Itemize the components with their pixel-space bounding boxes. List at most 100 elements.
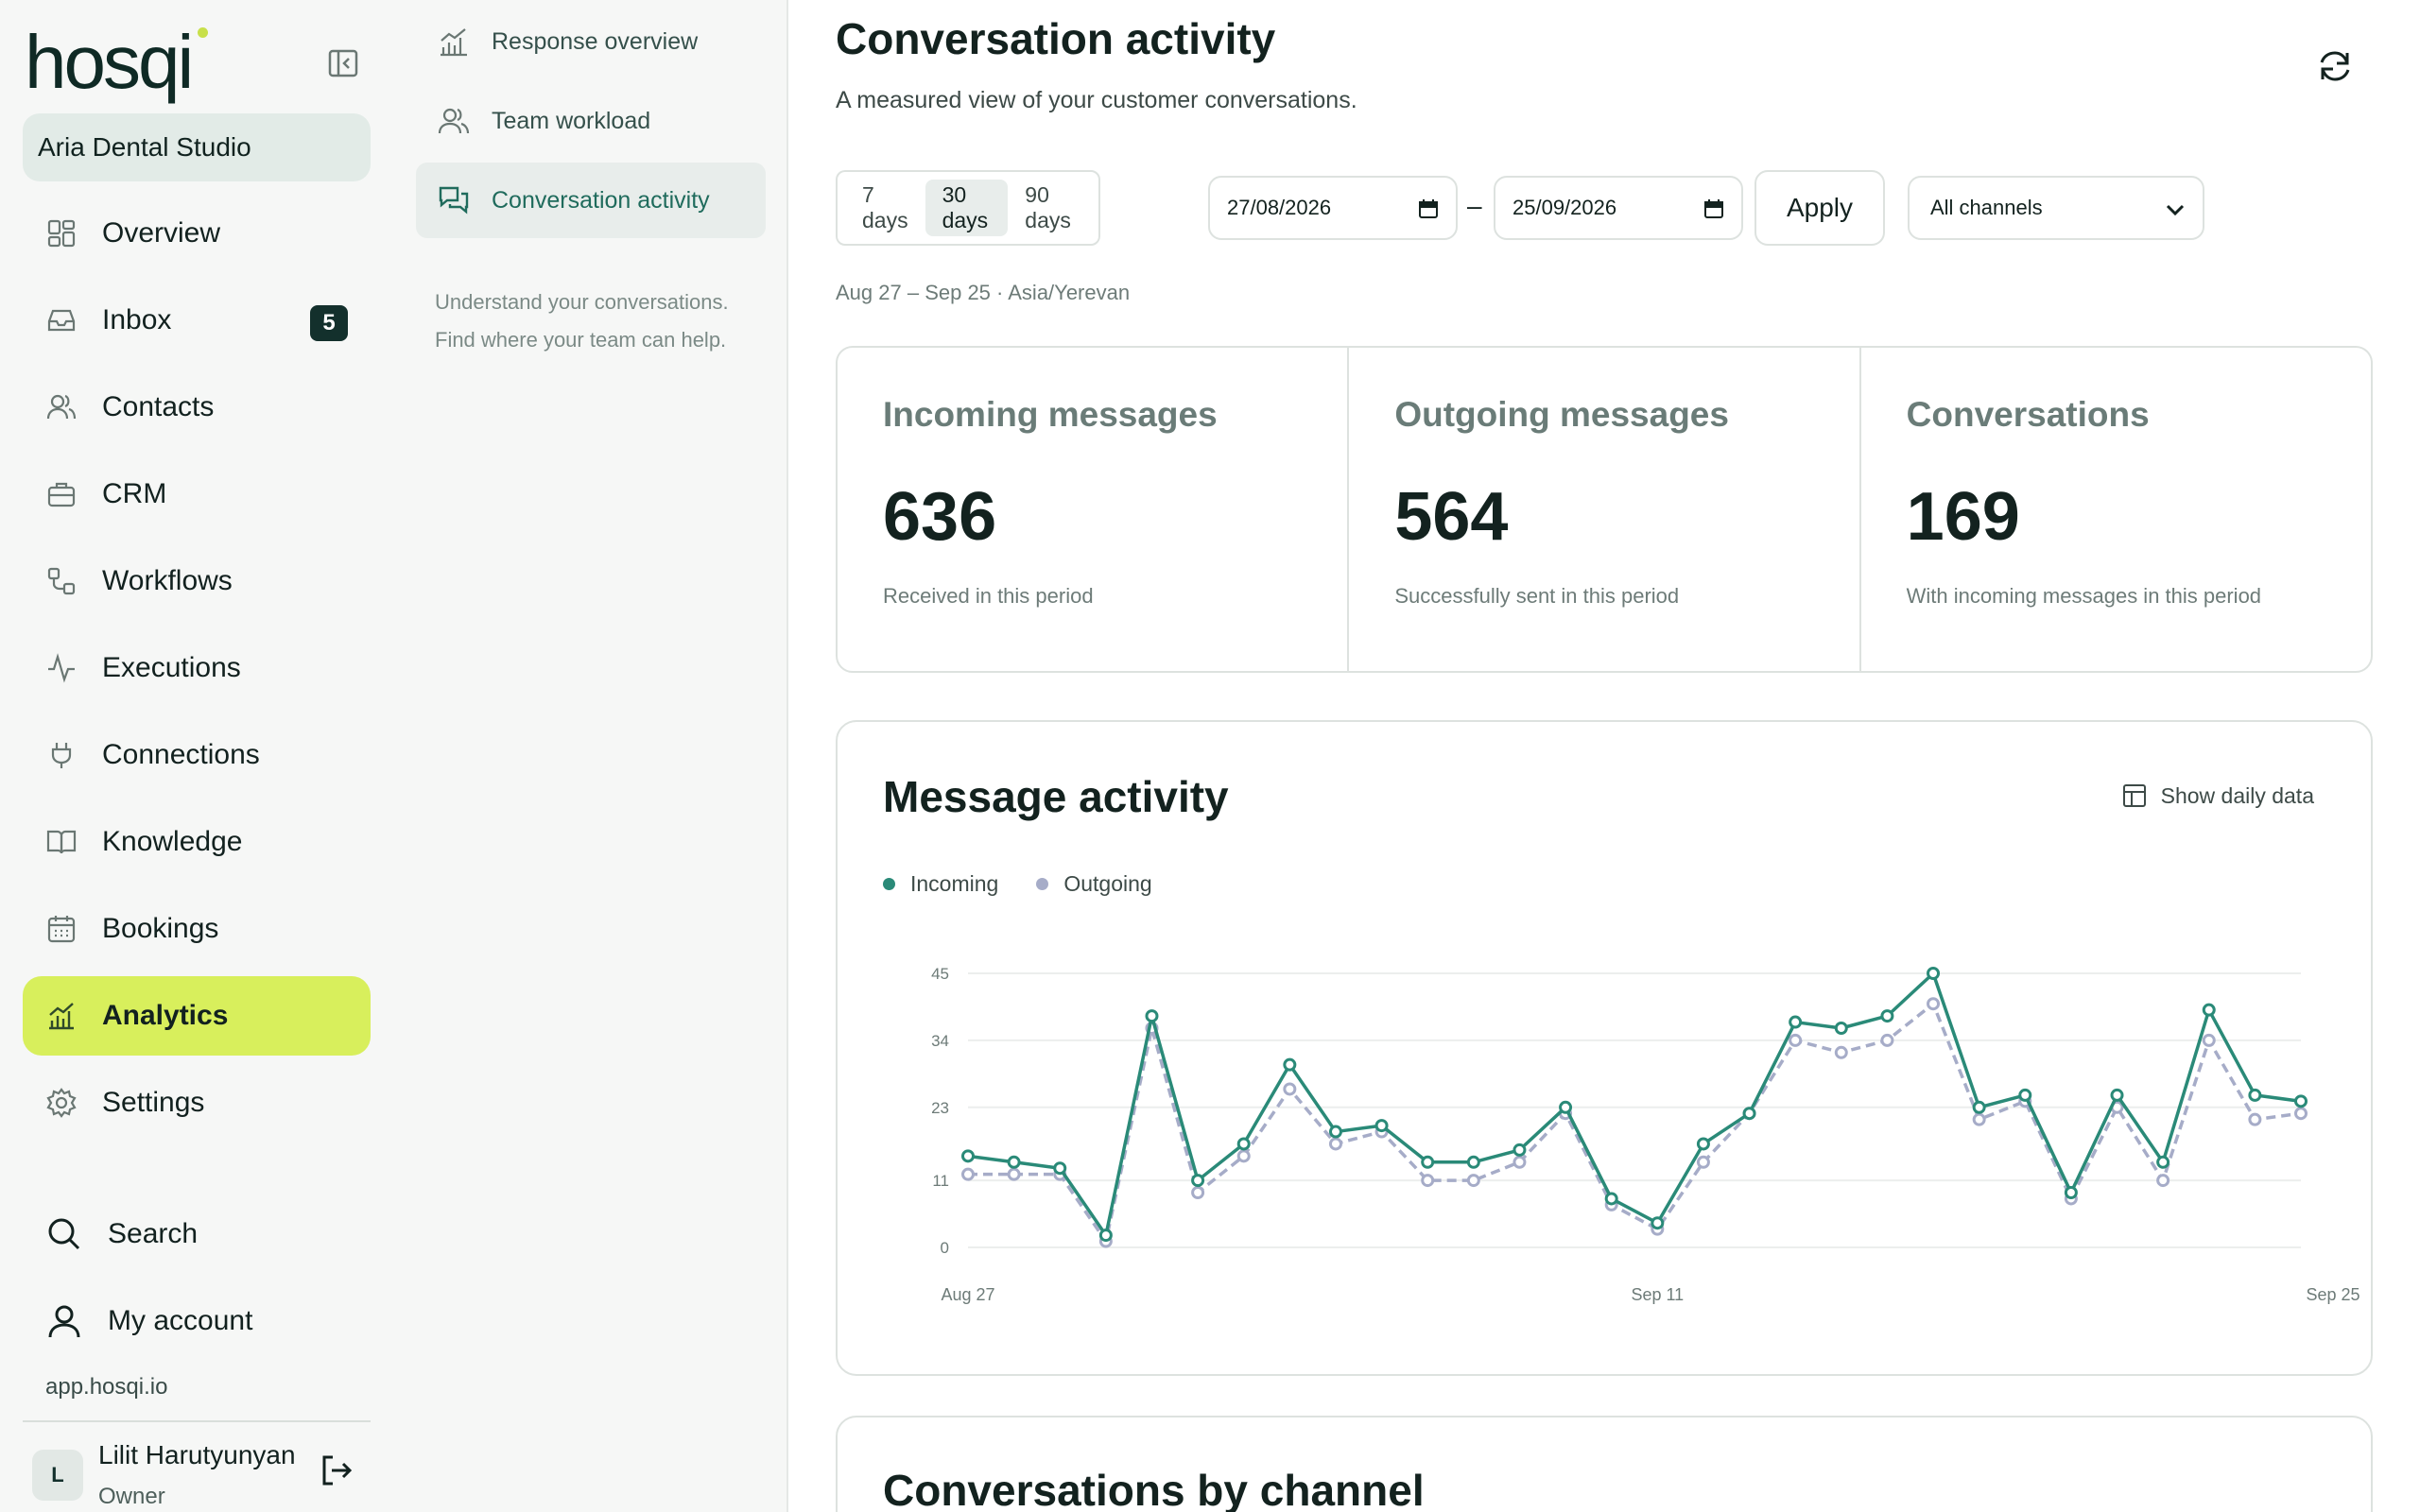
- conversations-by-channel-card: Conversations by channel: [836, 1416, 2373, 1512]
- data-point-incoming: [1696, 1137, 1710, 1151]
- section-title: Conversations by channel: [883, 1466, 1425, 1512]
- analytics-icon: [45, 1000, 78, 1032]
- date-from-value: 27/08/2026: [1227, 196, 1332, 219]
- data-point-outgoing: [1789, 1033, 1803, 1047]
- data-point-incoming: [1742, 1107, 1756, 1121]
- avatar[interactable]: L: [32, 1450, 83, 1501]
- nav-label: Analytics: [102, 1000, 229, 1031]
- users-icon: [437, 104, 471, 138]
- nav-item-executions[interactable]: Executions: [23, 628, 371, 708]
- nav-label: Connections: [102, 739, 260, 770]
- range-7-days[interactable]: 7 days: [862, 182, 908, 232]
- data-point-incoming: [1374, 1119, 1389, 1133]
- search-icon: [45, 1215, 83, 1253]
- table-icon: [2121, 782, 2148, 809]
- date-to-input[interactable]: 25/09/2026: [1494, 176, 1743, 240]
- legend-item-incoming[interactable]: Incoming: [883, 871, 998, 897]
- legend-item-outgoing[interactable]: Outgoing: [1036, 871, 1152, 897]
- date-from-input[interactable]: 27/08/2026: [1208, 176, 1458, 240]
- chart-legend: Incoming Outgoing: [883, 871, 1190, 897]
- search-label: Search: [108, 1218, 199, 1249]
- data-point-incoming: [1053, 1161, 1067, 1176]
- plug-icon: [45, 739, 78, 771]
- legend-label: Incoming: [910, 871, 999, 896]
- stat-caption: With incoming messages in this period: [1906, 584, 2262, 608]
- data-point-incoming: [1972, 1100, 1986, 1114]
- range-90-days[interactable]: 90 days: [1025, 182, 1071, 232]
- grid-icon: [45, 217, 78, 249]
- show-daily-label: Show daily data: [2160, 782, 2314, 808]
- show-daily-data-button[interactable]: Show daily data: [2121, 782, 2314, 809]
- my-account-button[interactable]: My account: [23, 1285, 371, 1357]
- range-30-days[interactable]: 30 days: [925, 180, 1009, 236]
- x-tick-label: Aug 27: [941, 1285, 994, 1304]
- legend-dot: [1036, 878, 1049, 890]
- nav-item-connections[interactable]: Connections: [23, 715, 371, 795]
- main-content: Conversation activity A measured view of…: [790, 0, 2420, 1512]
- nav-label: Overview: [102, 217, 221, 249]
- collapse-sidebar-icon[interactable]: [327, 49, 359, 77]
- data-point-incoming: [1789, 1015, 1803, 1029]
- nav-item-inbox[interactable]: Inbox 5: [23, 281, 371, 360]
- x-tick-label: Sep 11: [1631, 1285, 1684, 1304]
- page-subtitle: A measured view of your customer convers…: [836, 87, 1357, 113]
- y-tick-label: 0: [941, 1239, 949, 1257]
- logout-icon[interactable]: [318, 1452, 355, 1489]
- nav-label: Bookings: [102, 913, 219, 944]
- x-tick-label: Sep 25: [2306, 1285, 2360, 1304]
- series-line-incoming: [967, 971, 2302, 1237]
- data-point-outgoing: [1191, 1186, 1205, 1199]
- nav-item-overview[interactable]: Overview: [23, 194, 371, 273]
- nav-item-contacts[interactable]: Contacts: [23, 368, 371, 447]
- nav-item-bookings[interactable]: Bookings: [23, 889, 371, 969]
- legend-dot: [883, 878, 895, 890]
- data-point-incoming: [2018, 1088, 2032, 1102]
- data-point-incoming: [1236, 1137, 1251, 1151]
- chart-title: Message activity: [883, 772, 1229, 821]
- data-point-incoming: [1651, 1216, 1665, 1230]
- data-point-incoming: [2248, 1088, 2262, 1102]
- y-tick-label: 34: [931, 1032, 949, 1050]
- data-point-outgoing: [1972, 1112, 1986, 1126]
- nav-item-analytics[interactable]: Analytics: [23, 976, 371, 1056]
- book-icon: [45, 826, 78, 858]
- data-point-incoming: [1007, 1155, 1021, 1169]
- inbox-icon: [45, 304, 78, 336]
- stats-row: Incoming messages 636 Received in this p…: [836, 346, 2373, 673]
- chevron-down-icon: [2165, 200, 2186, 219]
- analytics-subnav: Response overview Team workload Conversa…: [393, 0, 788, 1512]
- stat-title: Incoming messages: [883, 395, 1218, 434]
- data-point-outgoing: [2202, 1033, 2216, 1047]
- nav-label: Settings: [102, 1087, 205, 1118]
- data-point-incoming: [2294, 1094, 2308, 1108]
- stat-card-conversations: Conversations 169 With incoming messages…: [1861, 348, 2371, 671]
- apply-button[interactable]: Apply: [1754, 170, 1885, 246]
- data-point-outgoing: [2248, 1112, 2262, 1126]
- nav-item-settings[interactable]: Settings: [23, 1063, 371, 1143]
- data-point-incoming: [2064, 1186, 2078, 1199]
- org-switcher[interactable]: Aria Dental Studio: [23, 113, 371, 181]
- data-point-incoming: [961, 1149, 975, 1163]
- subnav-description: Understand your conversations. Find wher…: [435, 290, 729, 352]
- nav-label: Contacts: [102, 391, 215, 422]
- nav-item-knowledge[interactable]: Knowledge: [23, 802, 371, 882]
- subnav-label: Response overview: [492, 27, 699, 55]
- date-separator: –: [1467, 191, 1482, 220]
- calendar-icon: [1418, 198, 1439, 219]
- nav-label: Executions: [102, 652, 241, 683]
- search-button[interactable]: Search: [23, 1198, 371, 1270]
- channel-select[interactable]: All channels: [1908, 176, 2204, 240]
- nav-item-crm[interactable]: CRM: [23, 455, 371, 534]
- logo[interactable]: hosqi: [25, 25, 208, 100]
- refresh-icon[interactable]: [2316, 47, 2354, 85]
- stat-value: 636: [883, 479, 997, 555]
- subnav-item-conversation-activity[interactable]: Conversation activity: [416, 163, 766, 238]
- data-point-outgoing: [1696, 1155, 1710, 1169]
- data-point-outgoing: [1512, 1155, 1527, 1169]
- message-activity-chart: 0 11 23 34 45 Aug 27 Sep 11 Sep 25: [931, 965, 2360, 1304]
- sidebar: hosqi Aria Dental Studio Overview Inbox …: [0, 0, 393, 1512]
- subnav-item-team-workload[interactable]: Team workload: [416, 83, 766, 159]
- nav-item-workflows[interactable]: Workflows: [23, 541, 371, 621]
- data-point-outgoing: [961, 1167, 975, 1181]
- subnav-item-response-overview[interactable]: Response overview: [416, 4, 766, 79]
